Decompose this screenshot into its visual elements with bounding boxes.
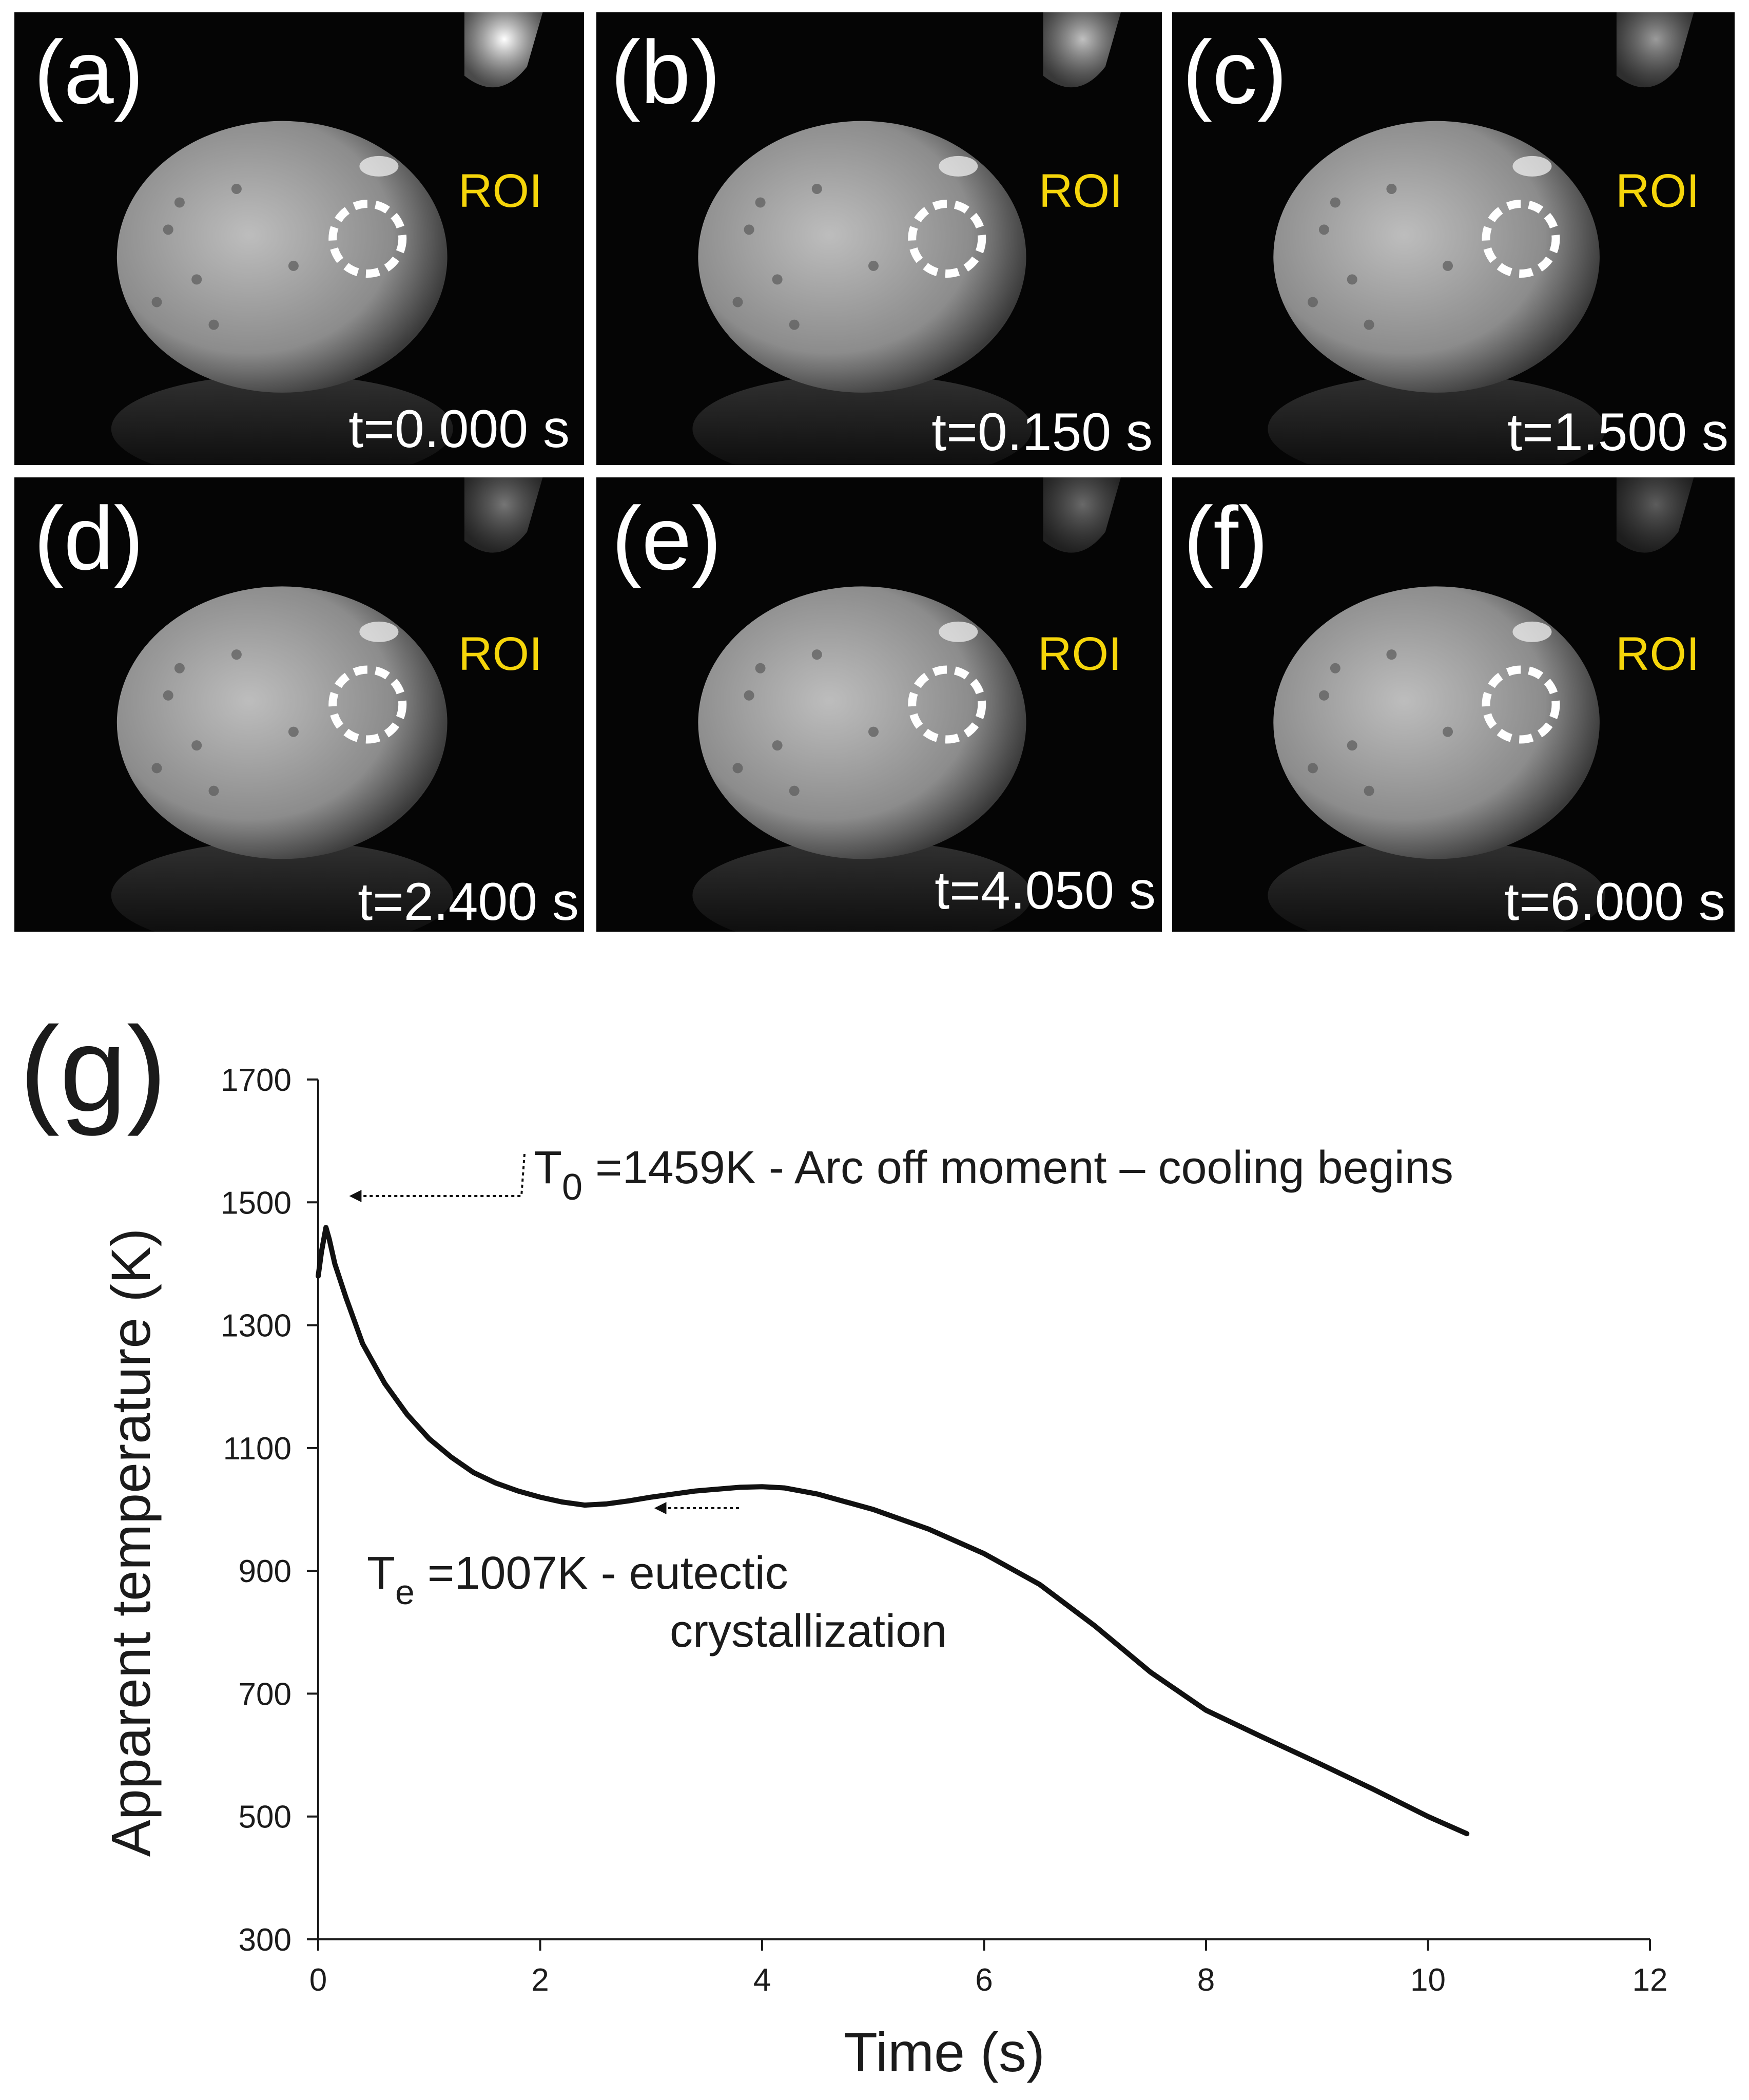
roi-label: ROI — [1616, 165, 1700, 217]
reflection — [692, 374, 1032, 465]
chart-ticks: 0 2 4 6 8 10 12 300 500 700 900 1100 1300 1500 1700 — [221, 1063, 1667, 1998]
annotation-te-line2: crystallization — [670, 1606, 947, 1657]
droplet — [1273, 121, 1600, 393]
droplet — [116, 586, 448, 859]
panel-letter: (b) — [611, 23, 721, 123]
time-label: t=2.400 s — [358, 872, 579, 932]
panel-letter: (f) — [1183, 489, 1269, 589]
y-tick-label: 1100 — [223, 1431, 292, 1467]
electrode — [1616, 477, 1694, 553]
reflection — [692, 841, 1032, 932]
x-tick-label: 12 — [1633, 1962, 1668, 1998]
roi-circle — [328, 665, 407, 744]
chart-annotations: T0 =1459K - Arc off moment – cooling beg… — [349, 1142, 1453, 1657]
panel-letter: (d) — [34, 489, 144, 589]
time-label: t=0.000 s — [348, 399, 570, 459]
time-label: t=0.150 s — [931, 402, 1153, 462]
droplet — [116, 121, 448, 393]
roi-circle — [1482, 200, 1560, 278]
panel-letter: (e) — [612, 489, 722, 589]
y-tick-label: 1300 — [221, 1308, 292, 1344]
y-axis-label: Apparent temperature (K) — [100, 1228, 162, 1857]
y-tick-label: 500 — [239, 1800, 292, 1835]
frame-panel-a: (a) ROI t=0.000 s — [14, 12, 584, 465]
y-tick-label: 900 — [239, 1554, 292, 1589]
frame-panel-e: (e) ROI t=4.050 s — [596, 477, 1162, 932]
x-tick-label: 0 — [309, 1962, 327, 1998]
roi-circle — [1482, 665, 1560, 744]
roi-label: ROI — [458, 628, 542, 680]
time-label: t=6.000 s — [1504, 872, 1725, 932]
reflection — [111, 841, 453, 932]
roi-circle — [908, 665, 986, 744]
chart-axes — [317, 1080, 1650, 1940]
roi-label: ROI — [1616, 628, 1700, 680]
frame-panel-c: (c) ROI t=1.500 s — [1172, 12, 1735, 465]
roi-label: ROI — [1038, 628, 1122, 680]
annotation-t0: T0 =1459K - Arc off moment – cooling beg… — [534, 1142, 1453, 1208]
annotation-te: Te =1007K - eutectic — [367, 1548, 788, 1612]
electrode — [1043, 477, 1121, 553]
annotation-arrow-t0 — [349, 1153, 526, 1202]
chart-panel-label: (g) — [20, 1001, 167, 1136]
x-tick-label: 2 — [531, 1962, 549, 1998]
frame-panel-f: (f) ROI t=6.000 s — [1172, 477, 1735, 932]
roi-label: ROI — [458, 165, 542, 217]
electrode — [1043, 12, 1121, 88]
chart-series — [316, 1225, 1470, 1837]
x-axis-label: Time (s) — [844, 2021, 1045, 2083]
reflection — [1268, 374, 1605, 465]
reflection — [111, 374, 453, 465]
cooling-curve — [316, 1225, 1470, 1837]
droplet-image — [692, 477, 1121, 932]
y-tick-label: 1500 — [221, 1185, 292, 1221]
droplet — [698, 121, 1026, 393]
electrode — [464, 12, 543, 88]
droplet-image — [692, 12, 1121, 465]
x-tick-label: 8 — [1197, 1962, 1215, 1998]
panel-letter: (a) — [34, 23, 144, 123]
x-tick-label: 4 — [753, 1962, 771, 1998]
droplet-image — [1268, 12, 1694, 465]
droplet-image — [111, 12, 543, 465]
y-tick-label: 700 — [239, 1677, 292, 1712]
frame-panel-b: (b) ROI t=0.150 s — [596, 12, 1162, 465]
reflection — [1268, 841, 1605, 932]
roi-circle — [328, 200, 407, 278]
y-tick-label: 1700 — [221, 1063, 292, 1098]
droplet — [1273, 586, 1600, 859]
electrode — [1616, 12, 1694, 88]
panel-letter: (c) — [1182, 23, 1288, 123]
time-label: t=1.500 s — [1507, 402, 1728, 462]
temperature-chart: 0 2 4 6 8 10 12 300 500 700 900 1100 1300 1500 1700 T0… — [100, 1063, 1667, 2083]
roi-circle — [908, 200, 986, 278]
y-tick-label: 300 — [239, 1922, 292, 1958]
x-tick-label: 6 — [975, 1962, 993, 1998]
electrode — [464, 477, 543, 553]
time-label: t=4.050 s — [935, 861, 1156, 920]
droplet-image — [1268, 477, 1694, 932]
x-tick-label: 10 — [1410, 1962, 1446, 1998]
droplet-image — [111, 477, 543, 932]
roi-label: ROI — [1039, 165, 1123, 217]
frame-panel-d: (d) ROI t=2.400 s — [14, 477, 584, 932]
droplet — [698, 586, 1026, 859]
